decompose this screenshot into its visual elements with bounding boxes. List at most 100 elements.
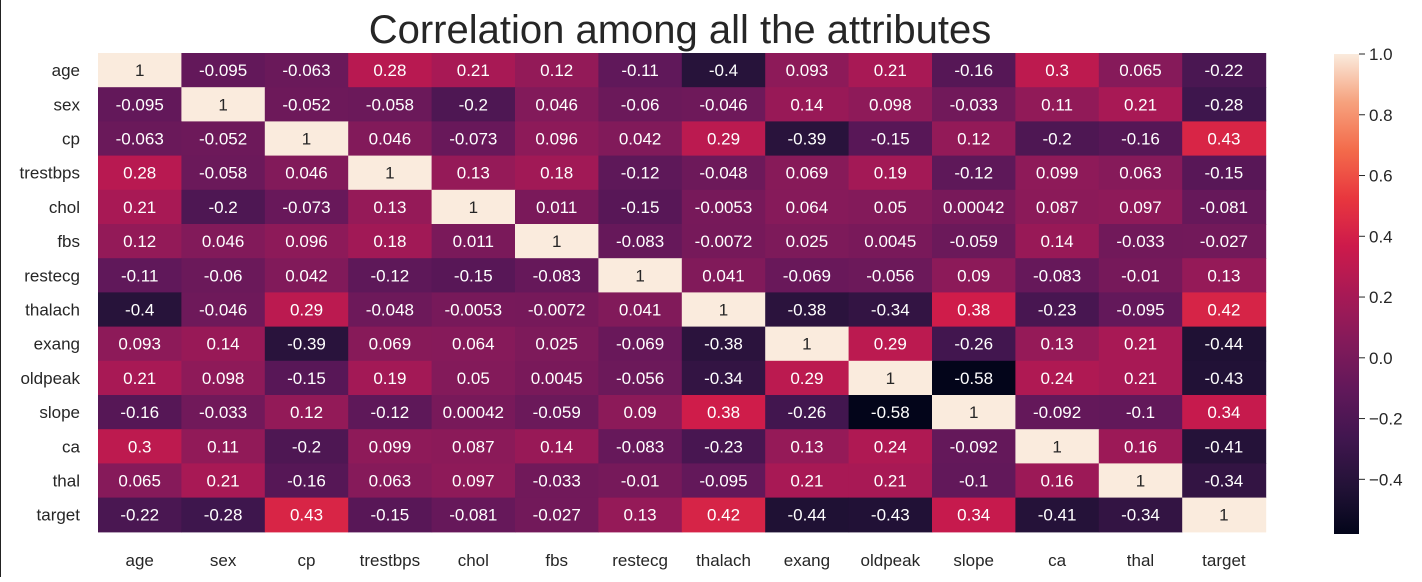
colorbar-tick-label: 0.2 — [1369, 288, 1393, 307]
heatmap-cell — [348, 224, 433, 259]
heatmap-cell — [932, 326, 1016, 362]
heatmap-cell — [1015, 121, 1100, 157]
cell-value-label: -0.16 — [1121, 130, 1160, 149]
cell-value-label: 0.14 — [790, 95, 823, 114]
cell-value-label: 0.24 — [874, 437, 907, 456]
x-tick-label: ca — [1048, 551, 1067, 570]
cell-value-label: -0.095 — [1116, 301, 1164, 320]
cell-value-label: -0.15 — [1205, 164, 1244, 183]
heatmap-cell — [264, 429, 349, 464]
colorbar — [1334, 54, 1359, 534]
cell-value-label: 1 — [719, 301, 728, 320]
heatmap-cell — [431, 292, 516, 328]
cell-value-label: -0.58 — [954, 369, 993, 388]
cell-value-label: 0.24 — [1041, 369, 1074, 388]
cell-value-label: 0.063 — [1119, 164, 1162, 183]
cell-value-label: -0.059 — [533, 403, 581, 422]
heatmap-cell — [1015, 292, 1100, 328]
cell-value-label: 0.19 — [373, 369, 406, 388]
cell-value-label: -0.39 — [788, 130, 827, 149]
heatmap-cell — [681, 292, 766, 328]
heatmap-cell — [181, 326, 266, 362]
heatmap-cell — [932, 463, 1016, 499]
heatmap-cell — [181, 360, 266, 396]
heatmap-cell — [431, 121, 516, 157]
cell-value-label: 0.046 — [285, 164, 328, 183]
x-tick-label: oldpeak — [861, 551, 921, 570]
x-tick-label: trestbps — [360, 551, 420, 570]
heatmap-cell — [765, 155, 850, 191]
cell-value-label: 0.09 — [624, 403, 657, 422]
heatmap-cell — [264, 326, 349, 362]
heatmap-cell — [348, 258, 433, 293]
colorbar-tick-label: −0.2 — [1369, 410, 1403, 429]
cell-value-label: -0.38 — [788, 301, 827, 320]
cell-value-label: 0.011 — [453, 232, 494, 251]
cell-value-label: 0.13 — [1207, 266, 1240, 285]
heatmap-cell — [181, 497, 266, 533]
cell-value-label: 0.065 — [1119, 61, 1162, 80]
heatmap-cell — [1098, 155, 1183, 191]
heatmap-cell — [848, 463, 933, 499]
cell-value-label: 0.093 — [118, 335, 161, 354]
heatmap-cell — [264, 258, 349, 293]
y-tick-label: chol — [49, 198, 80, 217]
heatmap-cell — [1015, 87, 1100, 122]
cell-value-label: -0.092 — [950, 437, 998, 456]
heatmap-cell — [765, 292, 850, 328]
heatmap-cell — [681, 53, 766, 88]
heatmap-cell — [1098, 258, 1183, 293]
y-tick-label: exang — [34, 335, 80, 354]
cell-value-label: -0.15 — [454, 266, 493, 285]
cell-value-label: -0.38 — [704, 335, 743, 354]
cell-value-label: 0.0045 — [531, 369, 583, 388]
heatmap-cell — [765, 224, 850, 259]
heatmap-cell — [598, 87, 683, 122]
heatmap-cell — [848, 258, 933, 293]
cell-value-label: 0.38 — [707, 403, 740, 422]
cell-value-label: -0.01 — [621, 472, 660, 491]
x-tick-label: thal — [1127, 551, 1154, 570]
heatmap-cell — [1015, 224, 1100, 259]
heatmap-cell — [181, 395, 266, 430]
heatmap-cell — [765, 395, 850, 430]
heatmap-cell — [1098, 292, 1183, 328]
cell-value-label: -0.41 — [1038, 506, 1077, 525]
cell-value-label: -0.15 — [371, 506, 410, 525]
cell-value-label: -0.44 — [788, 506, 827, 525]
heatmap-cell — [1015, 395, 1100, 430]
cell-value-label: 0.34 — [1207, 403, 1240, 422]
cell-value-label: -0.095 — [199, 61, 247, 80]
cell-value-label: -0.083 — [616, 437, 664, 456]
cell-value-label: 1 — [385, 164, 394, 183]
cell-value-label: -0.048 — [366, 301, 414, 320]
cell-value-label: -0.046 — [199, 301, 247, 320]
cell-value-label: 0.096 — [285, 232, 328, 251]
heatmap-cell — [848, 360, 933, 396]
cell-value-label: -0.2 — [208, 198, 237, 217]
cell-value-label: -0.033 — [1116, 232, 1164, 251]
cell-value-label: 0.09 — [957, 266, 990, 285]
cell-value-label: 0.28 — [373, 61, 406, 80]
cell-value-label: -0.073 — [282, 198, 330, 217]
y-axis-labels: age sex cp trestbps chol fbs restecg thalach exa… — [20, 61, 81, 525]
cell-value-label: 0.097 — [1119, 198, 1162, 217]
heatmap-cell — [431, 53, 516, 88]
heatmap-cell — [348, 292, 433, 328]
heatmap-cell — [264, 395, 349, 430]
cell-value-label: -0.06 — [204, 266, 243, 285]
cell-value-label: -0.16 — [954, 61, 993, 80]
cell-value-label: -0.033 — [533, 472, 581, 491]
heatmap-cell — [181, 429, 266, 464]
cell-value-label: 0.064 — [452, 335, 495, 354]
heatmap-cell — [348, 497, 433, 533]
cell-value-label: 0.087 — [1036, 198, 1079, 217]
heatmap-cell — [98, 497, 182, 533]
cell-value-label: 0.21 — [790, 472, 823, 491]
heatmap-cell — [1015, 497, 1100, 533]
heatmap-cell — [932, 87, 1016, 122]
cell-value-label: 0.098 — [869, 95, 912, 114]
cell-value-label: 0.05 — [874, 198, 907, 217]
cell-value-label: -0.11 — [121, 266, 159, 285]
